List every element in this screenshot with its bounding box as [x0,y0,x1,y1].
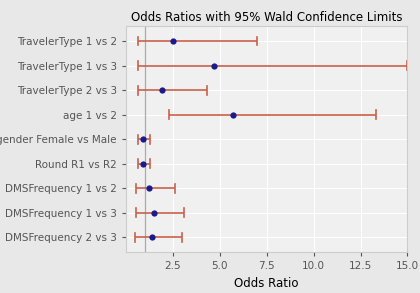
Title: Odds Ratios with 95% Wald Confidence Limits: Odds Ratios with 95% Wald Confidence Lim… [131,11,402,24]
X-axis label: Odds Ratio: Odds Ratio [234,277,299,289]
